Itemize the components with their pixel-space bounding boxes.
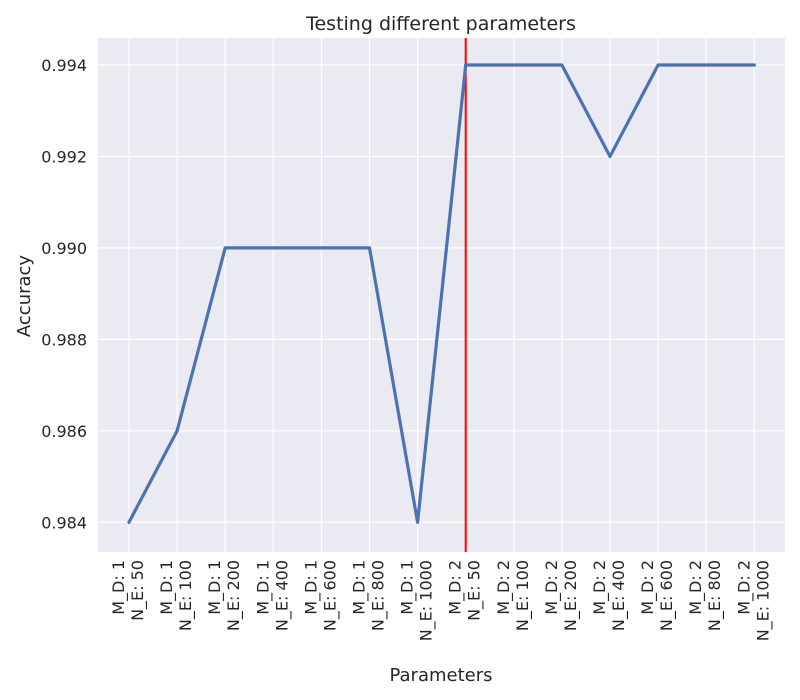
- x-tick-label-line1: M_D: 2: [590, 560, 610, 615]
- data-point: [416, 520, 420, 524]
- x-tick-label-line2: N_E: 600: [320, 560, 340, 631]
- x-tick-label-line2: N_E: 400: [609, 560, 629, 631]
- x-tick-label-line1: M_D: 2: [494, 560, 514, 615]
- y-tick-label: 0.990: [41, 239, 87, 258]
- x-tick-label-line1: M_D: 2: [734, 560, 754, 615]
- y-tick-label: 0.984: [41, 513, 87, 532]
- x-tick-label-line1: M_D: 1: [350, 560, 370, 615]
- x-tick-label: M_D: 2 N_E: 400: [590, 560, 629, 631]
- data-point: [752, 63, 756, 67]
- x-tick-label-line2: N_E: 50: [465, 560, 485, 621]
- x-tick-label-line1: M_D: 2: [446, 560, 466, 615]
- x-tick-label-line2: N_E: 600: [657, 560, 677, 631]
- y-tick-label: 0.986: [41, 422, 87, 441]
- x-tick-label: M_D: 1 N_E: 100: [157, 560, 196, 631]
- x-tick-label: M_D: 2 N_E: 600: [638, 560, 677, 631]
- y-tick-label: 0.992: [41, 147, 87, 166]
- series-line: [127, 63, 756, 524]
- data-point: [512, 63, 516, 67]
- chart-title: Testing different parameters: [305, 13, 576, 35]
- data-point: [175, 429, 179, 433]
- x-tick-label: M_D: 2 N_E: 800: [686, 560, 725, 631]
- x-tick-label: M_D: 1 N_E: 50: [109, 560, 148, 621]
- data-point: [656, 63, 660, 67]
- x-tick-label-line2: N_E: 200: [224, 560, 244, 631]
- x-tick-label-line1: M_D: 1: [109, 560, 129, 615]
- x-tick-label-line1: M_D: 1: [398, 560, 418, 615]
- x-tick-label-line1: M_D: 2: [686, 560, 706, 615]
- data-point: [223, 246, 227, 250]
- data-point: [368, 246, 371, 250]
- data-point: [127, 520, 131, 524]
- x-tick-label-line2: N_E: 800: [369, 560, 389, 631]
- series-group: [127, 63, 756, 524]
- data-point: [271, 246, 275, 250]
- data-point: [464, 63, 468, 67]
- x-tick-label: M_D: 2 N_E: 1000: [734, 560, 773, 641]
- x-tick-label-line2: N_E: 400: [272, 560, 292, 631]
- y-axis-title: Accuracy: [14, 255, 35, 338]
- data-point: [560, 63, 564, 67]
- x-tick-label: M_D: 1 N_E: 800: [350, 560, 389, 631]
- x-tick-label: M_D: 1 N_E: 400: [253, 560, 292, 631]
- x-tick-label-line2: N_E: 1000: [417, 560, 437, 641]
- data-point: [608, 154, 612, 158]
- x-tick-label-line2: N_E: 100: [513, 560, 533, 631]
- y-tick-labels: 0.984 0.986 0.988 0.990 0.992 0.994: [41, 56, 87, 532]
- x-axis-title: Parameters: [389, 665, 492, 686]
- x-tick-label: M_D: 1 N_E: 200: [205, 560, 244, 631]
- x-tick-label-line2: N_E: 800: [705, 560, 725, 631]
- x-tick-label-line1: M_D: 2: [542, 560, 562, 615]
- x-tick-label: M_D: 1 N_E: 1000: [398, 560, 437, 641]
- data-point: [319, 246, 323, 250]
- x-tick-label: M_D: 2 N_E: 100: [494, 560, 533, 631]
- y-tick-label: 0.988: [41, 330, 87, 349]
- y-tick-label: 0.994: [41, 56, 87, 75]
- x-tick-label: M_D: 2 N_E: 200: [542, 560, 581, 631]
- x-tick-label: M_D: 1 N_E: 600: [301, 560, 340, 631]
- x-tick-label-line2: N_E: 200: [561, 560, 581, 631]
- x-tick-label-line2: N_E: 50: [128, 560, 148, 621]
- x-tick-label-line2: N_E: 1000: [753, 560, 773, 641]
- x-tick-labels: M_D: 1 N_E: 50 M_D: 1 N_E: 100 M_D: 1 N_E: 20…: [109, 560, 773, 641]
- x-tick-label: M_D: 2 N_E: 50: [446, 560, 485, 621]
- x-tick-label-line1: M_D: 1: [157, 560, 177, 615]
- data-point: [704, 63, 708, 67]
- x-tick-label-line1: M_D: 1: [301, 560, 321, 615]
- x-tick-label-line1: M_D: 1: [253, 560, 273, 615]
- x-tick-label-line1: M_D: 1: [205, 560, 225, 615]
- x-tick-label-line2: N_E: 100: [176, 560, 196, 631]
- x-tick-label-line1: M_D: 2: [638, 560, 658, 615]
